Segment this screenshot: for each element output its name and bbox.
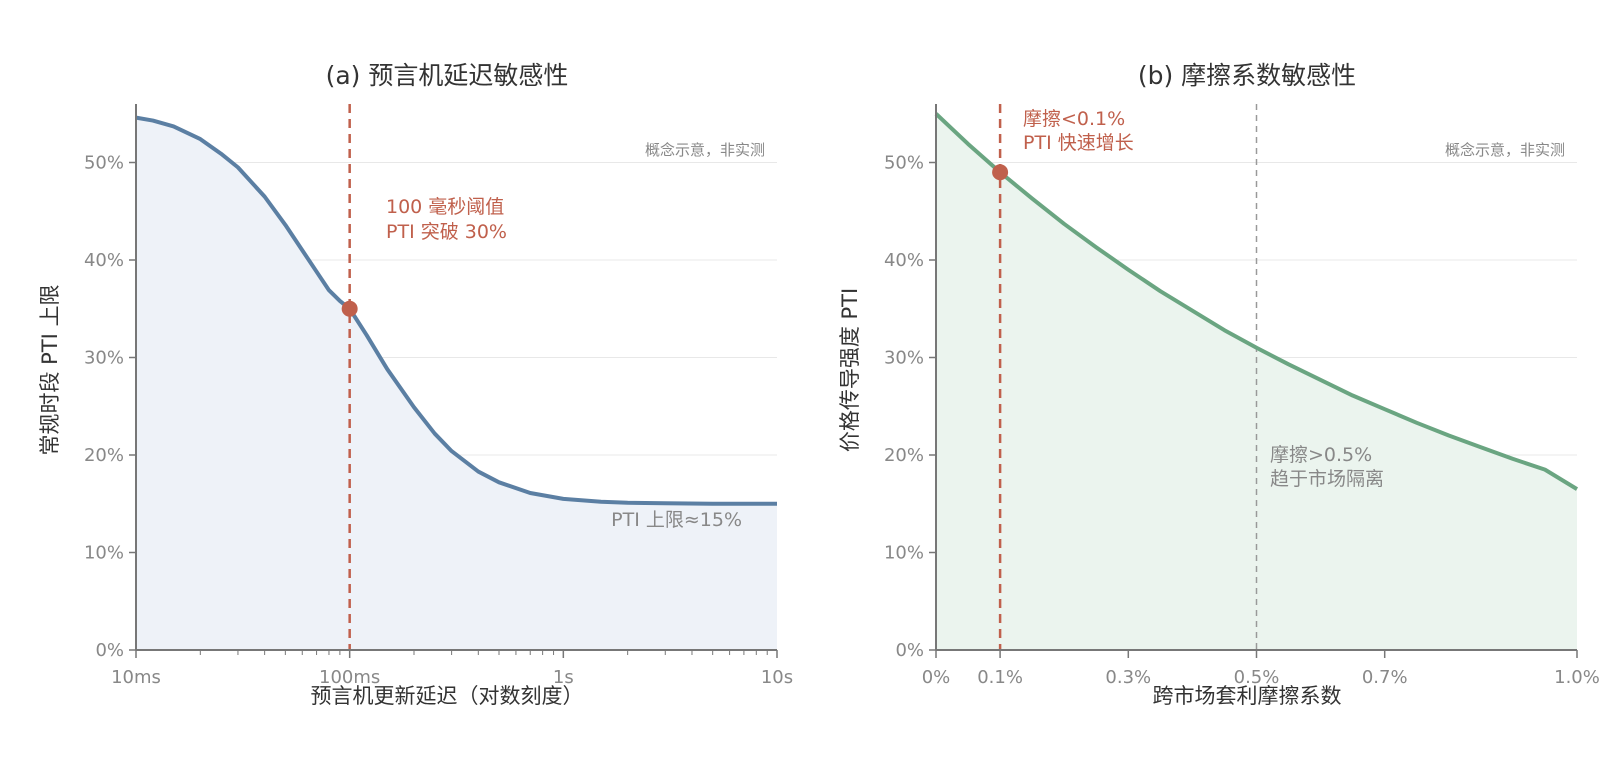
panel-b-high-friction-annotation-2: 趋于市场隔离 (1270, 468, 1384, 490)
b-x-tick-label: 0% (922, 667, 951, 688)
panel-a-highlight-point (341, 300, 358, 317)
panel-b-tick-labels: 0% 10% 20% 30% 40% 50% 0% 0.1% 0.3% 0.5% 0.7% 1.0% (884, 153, 1600, 689)
panel-b-ylabel: 价格传导强度 PTI (838, 288, 862, 452)
b-y-tick-label: 0% (895, 640, 924, 661)
panel-a-title: (a) 预言机延迟敏感性 (326, 61, 569, 90)
panel-a-ylabel: 常规时段 PTI 上限 (38, 284, 62, 455)
panel-b-low-friction-annotation-1: 摩擦<0.1% (1023, 108, 1125, 130)
panel-a-threshold-annotation-2: PTI 突破 30% (386, 221, 507, 243)
panel-a: 0% 10% 20% 30% 40% 50% 10ms 100ms 1s 10s (a) 预言机延… (38, 61, 793, 708)
b-y-tick-label: 50% (884, 153, 924, 174)
b-x-tick-label: 0.3% (1105, 667, 1151, 688)
panel-a-tick-labels: 0% 10% 20% 30% 40% 50% 10ms 100ms 1s 10s (84, 153, 793, 689)
b-x-tick-label: 0.1% (977, 667, 1023, 688)
panel-b-axes (929, 104, 1578, 658)
a-y-tick-label: 20% (84, 445, 124, 466)
panel-a-note: 概念示意，非实测 (645, 141, 765, 159)
a-x-tick-label: 1s (553, 667, 574, 688)
panel-b-title: (b) 摩擦系数敏感性 (1138, 61, 1356, 90)
b-y-tick-label: 20% (884, 445, 924, 466)
b-y-tick-label: 10% (884, 543, 924, 564)
panel-a-axes (129, 104, 778, 658)
a-x-tick-label: 100ms (319, 667, 380, 688)
a-x-tick-label: 10s (761, 667, 793, 688)
panel-a-threshold-annotation-1: 100 毫秒阈值 (386, 196, 504, 218)
b-y-tick-label: 40% (884, 250, 924, 271)
panel-a-series-line (135, 115, 777, 506)
panel-a-xlabel: 预言机更新延迟（对数刻度） (311, 684, 584, 708)
panel-b: 0%10%20%30%40%50%0% 0.1% 0.3% 0.5% 0.7% 1.0% … (838, 61, 1600, 708)
a-y-tick-label: 30% (84, 348, 124, 369)
panel-b-series-line (934, 112, 1579, 491)
panel-b-xlabel: 跨市场套利摩擦系数 (1153, 684, 1342, 708)
a-y-tick-label: 50% (84, 153, 124, 174)
a-y-tick-label: 40% (84, 250, 124, 271)
b-x-tick-label: 0.7% (1362, 667, 1408, 688)
panel-a-plateau-annotation: PTI 上限≈15% (611, 509, 742, 531)
panel-a-area-fill (136, 117, 777, 650)
panel-b-note: 概念示意，非实测 (1445, 141, 1565, 159)
b-x-tick-label: 1.0% (1554, 667, 1600, 688)
panel-b-high-friction-annotation-1: 摩擦>0.5% (1270, 444, 1372, 466)
a-x-tick-label: 10ms (111, 667, 161, 688)
a-y-tick-label: 0% (95, 640, 124, 661)
b-y-tick-label: 30% (884, 348, 924, 369)
panel-b-highlight-point (992, 164, 1009, 181)
panel-b-low-friction-annotation-2: PTI 快速增长 (1023, 132, 1134, 154)
a-y-tick-label: 10% (84, 543, 124, 564)
b-x-tick-label: 0.5% (1234, 667, 1280, 688)
